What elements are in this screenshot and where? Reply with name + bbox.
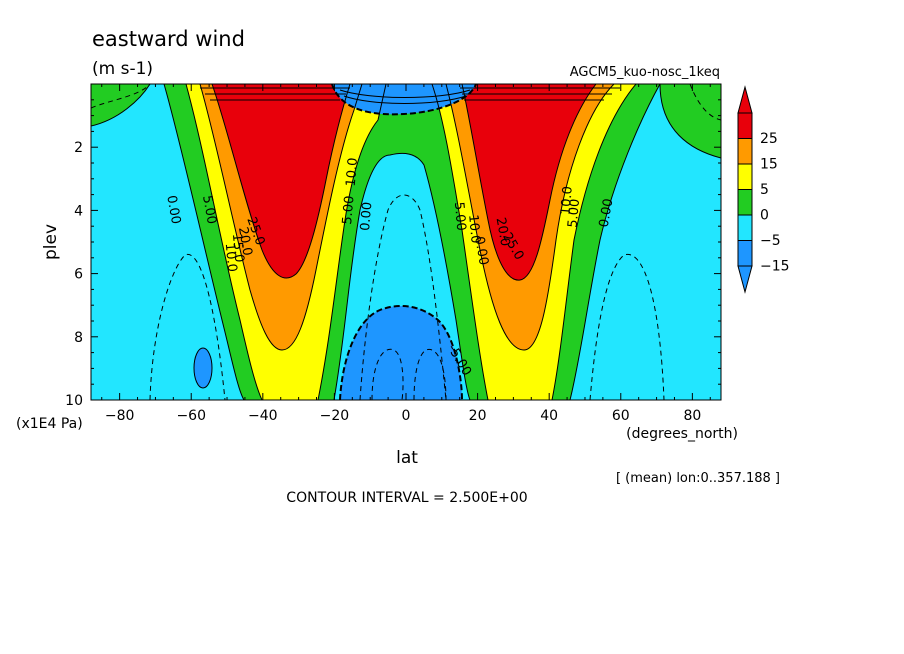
contour-5-center-east bbox=[431, 84, 489, 400]
colorbar-bottom-arrow bbox=[737, 265, 753, 294]
contour-label: 20.0 bbox=[235, 226, 255, 257]
contour-25-east bbox=[461, 84, 597, 281]
dense-contours bbox=[200, 87, 620, 104]
contour-label: 10.0 bbox=[344, 157, 361, 187]
y-axis-label: plev bbox=[41, 224, 61, 260]
contour-0-east bbox=[569, 84, 661, 400]
contour-15-west bbox=[199, 84, 363, 351]
contour-label: 0.00 bbox=[358, 201, 375, 231]
y-tick-label: 4 bbox=[74, 203, 83, 219]
x-tick-label: 20 bbox=[469, 408, 487, 424]
contour-label: 10.0 bbox=[558, 186, 575, 216]
colorbar-segment bbox=[737, 189, 753, 216]
y-axis-unit: (x1E4 Pa) bbox=[16, 416, 83, 432]
colorbar-segment bbox=[737, 138, 753, 165]
band-0-5-edge-east bbox=[660, 84, 721, 158]
colorbar-top-arrow bbox=[737, 85, 753, 114]
contour-label: 5.00 bbox=[451, 201, 468, 231]
contour-25-west bbox=[211, 84, 351, 279]
x-tick-label: 0 bbox=[402, 408, 411, 424]
contour-5-center-west bbox=[317, 84, 387, 400]
colorbar-label: 15 bbox=[760, 157, 778, 173]
y-tick-label: 8 bbox=[74, 330, 83, 346]
contour-label: 10.0 bbox=[465, 214, 482, 244]
x-axis-unit: (degrees_north) bbox=[626, 426, 738, 442]
contour-interval: CONTOUR INTERVAL = 2.500E+00 bbox=[286, 490, 527, 506]
contour-neg5-south bbox=[339, 305, 463, 400]
x-tick-label: −80 bbox=[105, 408, 135, 424]
contour-0-edge-west bbox=[91, 84, 151, 127]
contour-neg5-top bbox=[331, 84, 477, 116]
band-above-25-east bbox=[462, 84, 596, 281]
contour-label: 0.00 bbox=[163, 194, 183, 225]
dashed-contour-neg2-5-east-high bbox=[689, 84, 721, 121]
contour-label: 5.00 bbox=[566, 198, 583, 228]
contour-lines bbox=[91, 84, 721, 400]
model-label: AGCM5_kuo-nosc_1keq bbox=[570, 65, 720, 80]
contour-label: 5.00 bbox=[199, 194, 219, 225]
chart-title: eastward wind bbox=[92, 27, 245, 51]
band-above-25-west bbox=[212, 84, 350, 279]
contour-label: 15.0 bbox=[229, 233, 246, 263]
dashed-contours bbox=[91, 84, 721, 400]
y-tick-label: 2 bbox=[74, 140, 83, 156]
band-below-neg5-pole bbox=[194, 348, 212, 388]
contour-neg5-pole bbox=[193, 347, 213, 389]
contour-label: 10.0 bbox=[222, 242, 239, 272]
dashed-contour-neg2-5-east-low bbox=[589, 253, 665, 400]
y-axis: 2 4 6 8 10 bbox=[65, 99, 721, 409]
dashed-contour-neg2-5-west-low bbox=[149, 253, 226, 400]
colorbar-segment bbox=[737, 214, 753, 241]
contour-15-east bbox=[445, 84, 615, 351]
averaging-note: [ (mean) lon:0..357.188 ] bbox=[616, 471, 780, 486]
contour-label: 20.0 bbox=[493, 216, 513, 247]
colorbar-segment bbox=[737, 240, 753, 267]
contour-5-west bbox=[185, 84, 263, 400]
x-tick-label: −40 bbox=[248, 408, 278, 424]
x-axis: −80 −60 −40 −20 0 20 40 60 80 bbox=[101, 84, 711, 424]
chart-units: (m s-1) bbox=[92, 59, 153, 79]
contour-0-edge-east bbox=[659, 84, 721, 159]
contour-5-east bbox=[551, 84, 637, 400]
contour-label: 5.00 bbox=[340, 195, 357, 225]
dense-contour-5 bbox=[343, 95, 467, 104]
band-below-neg5-south bbox=[340, 306, 462, 400]
x-tick-label: −20 bbox=[320, 408, 350, 424]
colorbar-label: 25 bbox=[760, 131, 778, 147]
dashed-contour-neg7-5-right bbox=[413, 348, 447, 400]
y-tick-label: 10 bbox=[65, 393, 83, 409]
x-tick-label: 60 bbox=[612, 408, 630, 424]
colorbar-segment bbox=[737, 163, 753, 190]
dense-contour-4 bbox=[339, 89, 471, 98]
band-0-5-edge-west bbox=[91, 84, 150, 126]
colorbar: 25 15 5 0 −5 −15 bbox=[737, 85, 790, 294]
x-tick-label: 40 bbox=[540, 408, 558, 424]
y-tick-label: 6 bbox=[74, 267, 83, 283]
contour-label: 0.00 bbox=[597, 197, 617, 228]
contour-0-center-west bbox=[333, 152, 471, 400]
colorbar-label: −15 bbox=[760, 259, 790, 275]
contour-label: 0.00 bbox=[471, 235, 491, 266]
colorbar-label: 5 bbox=[760, 182, 769, 198]
contour-0-west bbox=[163, 84, 245, 400]
x-tick-label: 80 bbox=[683, 408, 701, 424]
x-axis-label: lat bbox=[396, 448, 418, 468]
colorbar-label: 0 bbox=[760, 208, 769, 224]
dashed-contour-neg2-5-center bbox=[359, 194, 447, 400]
band-below-neg5-top bbox=[332, 84, 476, 115]
x-tick-label: −60 bbox=[176, 408, 206, 424]
colorbar-label: −5 bbox=[760, 233, 781, 249]
colorbar-segment bbox=[737, 112, 753, 139]
